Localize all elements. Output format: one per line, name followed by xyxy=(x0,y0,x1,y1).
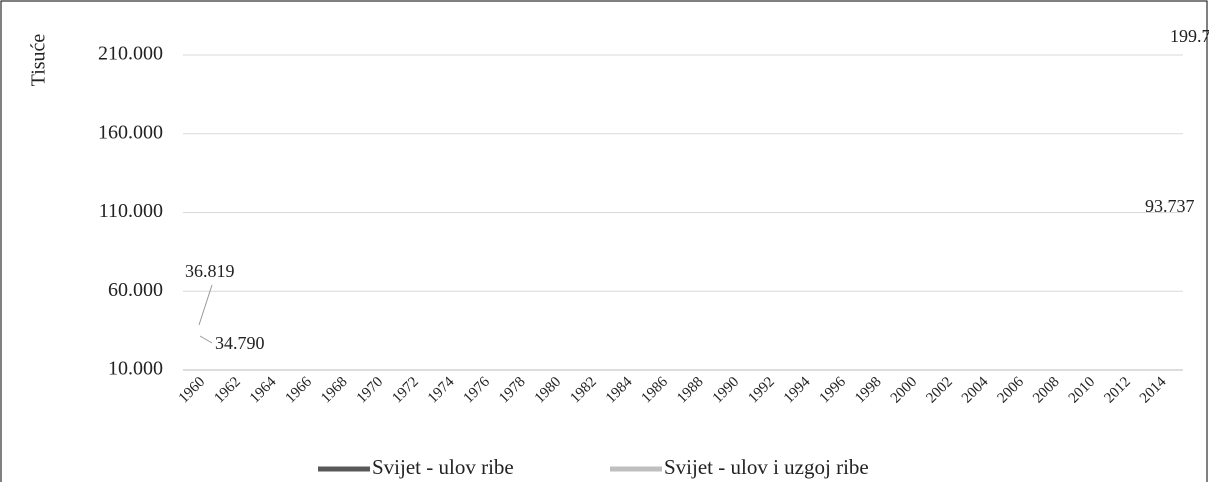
x-tick-label: 1970 xyxy=(354,374,387,407)
data-label: 199.741 xyxy=(1170,26,1209,46)
data-label: 34.790 xyxy=(215,333,265,353)
x-tick-label: 2002 xyxy=(923,374,956,407)
x-tick-label: 1972 xyxy=(389,374,422,407)
x-tick-label: 1984 xyxy=(603,374,636,407)
leader-line xyxy=(198,284,213,326)
x-tick-label: 1986 xyxy=(639,374,672,407)
x-tick-label: 2014 xyxy=(1137,374,1170,407)
y-tick-label: 160.000 xyxy=(98,121,163,143)
x-tick-label: 1976 xyxy=(461,374,494,407)
x-tick-label: 1968 xyxy=(318,374,351,407)
x-tick-label: 2000 xyxy=(888,374,921,407)
x-tick-label: 2004 xyxy=(959,374,992,407)
data-label: 36.819 xyxy=(185,261,235,281)
legend-label: Svijet - ulov ribe xyxy=(372,455,514,479)
x-tick-label: 1996 xyxy=(817,374,850,407)
x-tick-label: 2008 xyxy=(1030,374,1063,407)
y-axis-label: Tisuće xyxy=(28,34,50,87)
y-tick-label: 210.000 xyxy=(98,43,163,65)
x-tick-label: 1980 xyxy=(532,374,565,407)
x-tick-label: 1978 xyxy=(496,374,529,407)
x-tick-label: 2006 xyxy=(995,374,1028,407)
x-tick-label: 1990 xyxy=(710,374,743,407)
x-tick-label: 2012 xyxy=(1101,374,1134,407)
y-tick-label: 60.000 xyxy=(108,279,163,301)
x-tick-label: 2010 xyxy=(1066,374,1099,407)
x-tick-label: 1994 xyxy=(781,374,814,407)
y-tick-label: 110.000 xyxy=(99,200,163,222)
x-tick-label: 1964 xyxy=(247,374,280,407)
x-tick-label: 1988 xyxy=(674,374,707,407)
leader-line xyxy=(199,335,213,344)
x-tick-label: 1962 xyxy=(211,374,244,407)
x-tick-label: 1974 xyxy=(425,374,458,407)
x-tick-label: 1960 xyxy=(176,374,209,407)
x-tick-label: 1998 xyxy=(852,374,885,407)
legend-label: Svijet - ulov i uzgoj ribe xyxy=(664,455,869,479)
data-label: 93.737 xyxy=(1145,196,1195,216)
x-tick-label: 1966 xyxy=(283,374,316,407)
x-tick-label: 1992 xyxy=(745,374,778,407)
x-tick-label: 1982 xyxy=(567,374,600,407)
y-tick-label: 10.000 xyxy=(108,358,163,380)
